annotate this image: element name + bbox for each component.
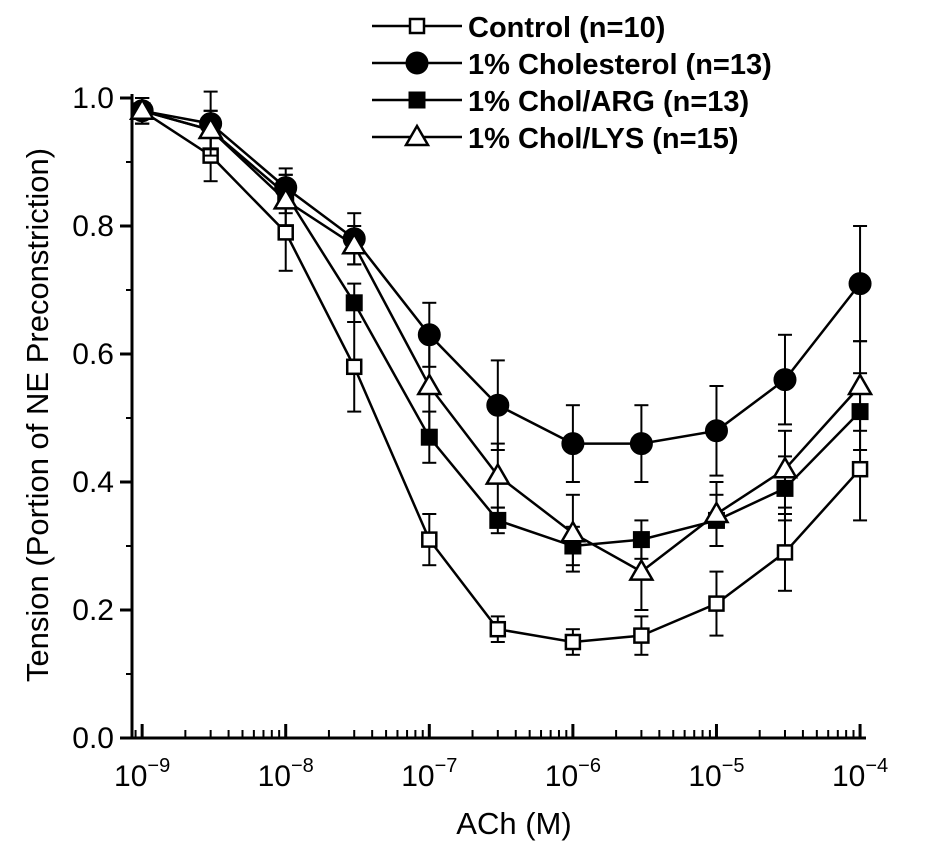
data-point — [345, 294, 363, 312]
data-point — [277, 224, 294, 241]
legend: Control (n=10) 1% Cholesterol (n=13) 1% Ch… — [372, 12, 772, 155]
data-point — [561, 432, 585, 456]
x-tick-exponent: −5 — [722, 755, 745, 777]
legend-entry: 1% Chol/LYS (n=15) — [372, 123, 738, 155]
data-point — [633, 627, 650, 644]
series-triangle-open — [128, 97, 874, 611]
series-square-open — [133, 97, 869, 656]
legend-label: 1% Cholesterol (n=13) — [468, 49, 772, 81]
data-point — [848, 272, 872, 296]
x-tick-label: 10−4 — [832, 755, 888, 793]
x-tick-label: 10−5 — [688, 755, 744, 793]
data-point — [341, 231, 368, 255]
data-point — [345, 358, 363, 376]
y-tick-label: 0.0 — [72, 722, 114, 755]
legend-marker — [408, 17, 426, 35]
legend-marker — [403, 123, 431, 147]
data-point — [421, 531, 438, 548]
x-axis-title: ACh (M) — [456, 806, 571, 841]
series-line — [141, 109, 862, 445]
data-point — [846, 372, 874, 396]
data-point — [272, 186, 299, 210]
data-point — [773, 368, 797, 392]
series-group — [128, 90, 874, 656]
axis-ticks — [120, 96, 862, 740]
data-point — [629, 432, 653, 456]
series-line — [141, 109, 861, 644]
y-tick-label: 0.8 — [72, 210, 114, 243]
data-point — [704, 419, 728, 443]
x-tick-base: 10 — [258, 760, 291, 793]
data-point — [416, 372, 443, 396]
data-point — [489, 511, 507, 529]
data-point — [851, 460, 869, 478]
y-tick-label: 0.2 — [72, 594, 114, 627]
data-point — [708, 595, 725, 612]
y-axis-title: Tension (Portion of NE Preconstriction) — [20, 148, 55, 682]
data-point — [771, 455, 799, 479]
x-tick-base: 10 — [545, 760, 578, 793]
data-point — [197, 116, 224, 140]
x-tick-base: 10 — [401, 760, 434, 793]
axis-tick-labels: 0.00.20.40.60.81.010−9 10−8 10−7 10−6 10−5 10… — [72, 82, 888, 793]
x-tick-exponent: −9 — [147, 755, 170, 777]
legend-marker — [408, 91, 426, 109]
data-point — [486, 393, 510, 417]
x-tick-label: 10−9 — [114, 755, 170, 793]
data-point — [564, 633, 582, 651]
data-point — [776, 544, 794, 561]
y-tick-label: 0.4 — [72, 466, 114, 499]
data-point — [559, 519, 587, 543]
legend-label: Control (n=10) — [468, 12, 665, 44]
legend-marker — [405, 51, 429, 75]
data-point — [128, 97, 156, 121]
data-point — [484, 462, 511, 485]
series-square-filled — [133, 97, 869, 567]
x-tick-exponent: −6 — [578, 755, 601, 777]
x-tick-base: 10 — [832, 760, 865, 793]
x-tick-label: 10−7 — [401, 755, 457, 793]
legend-label: 1% Chol/LYS (n=15) — [468, 123, 738, 155]
legend-entry: 1% Cholesterol (n=13) — [372, 49, 772, 81]
x-tick-exponent: −4 — [865, 755, 888, 777]
legend-entry: 1% Chol/ARG (n=13) — [372, 86, 749, 118]
data-point — [489, 620, 507, 638]
x-tick-base: 10 — [114, 760, 147, 793]
x-tick-label: 10−8 — [258, 755, 314, 793]
x-tick-base: 10 — [688, 760, 721, 793]
x-tick-exponent: −8 — [291, 755, 314, 777]
y-tick-label: 0.6 — [72, 338, 114, 371]
legend-entry: Control (n=10) — [372, 12, 665, 44]
y-tick-label: 1.0 — [72, 82, 114, 115]
data-point — [703, 500, 730, 524]
x-tick-exponent: −7 — [435, 755, 458, 777]
data-point — [628, 558, 655, 581]
x-tick-label: 10−6 — [545, 755, 601, 793]
legend-label: 1% Chol/ARG (n=13) — [468, 86, 749, 118]
